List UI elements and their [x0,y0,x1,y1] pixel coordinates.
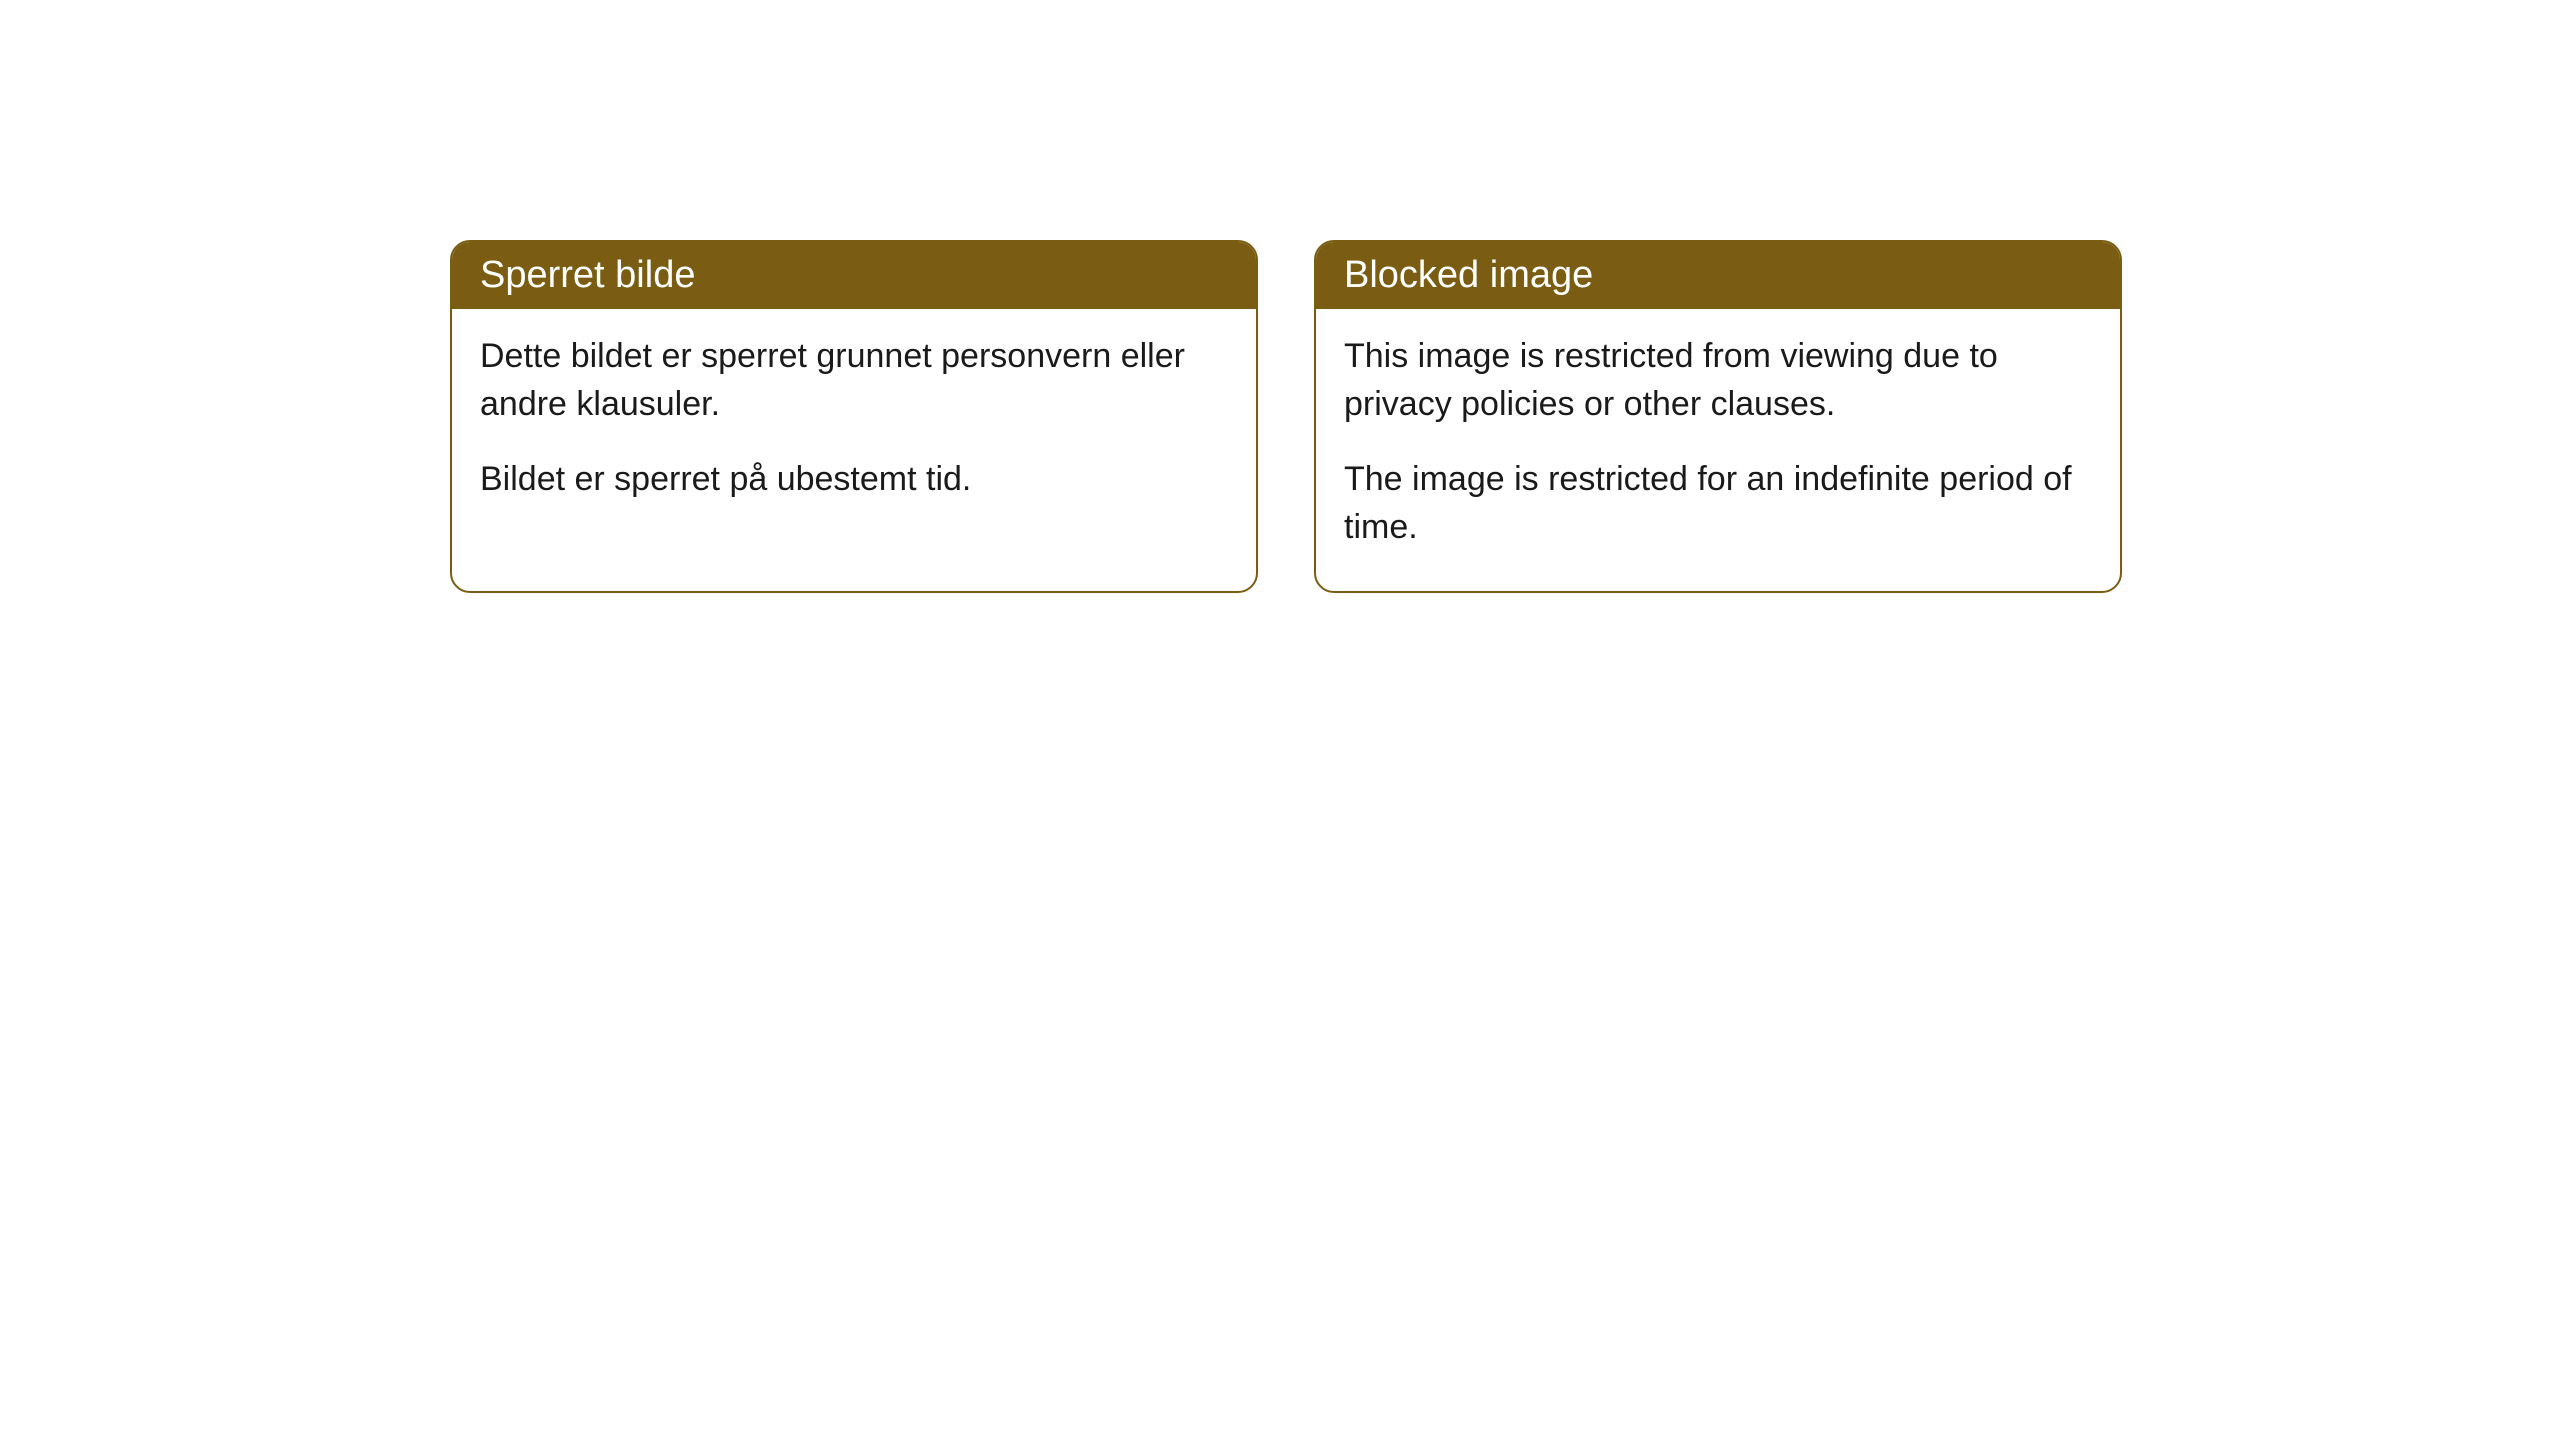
notice-body-norwegian: Dette bildet er sperret grunnet personve… [452,309,1256,544]
notice-header-norwegian: Sperret bilde [452,242,1256,309]
notice-body-english: This image is restricted from viewing du… [1316,309,2120,591]
notice-text-2-english: The image is restricted for an indefinit… [1344,456,2092,551]
notice-text-1-english: This image is restricted from viewing du… [1344,333,2092,428]
notice-card-norwegian: Sperret bilde Dette bildet er sperret gr… [450,240,1258,593]
notice-card-english: Blocked image This image is restricted f… [1314,240,2122,593]
notice-header-english: Blocked image [1316,242,2120,309]
notice-container: Sperret bilde Dette bildet er sperret gr… [450,240,2122,593]
notice-text-2-norwegian: Bildet er sperret på ubestemt tid. [480,456,1228,504]
notice-text-1-norwegian: Dette bildet er sperret grunnet personve… [480,333,1228,428]
